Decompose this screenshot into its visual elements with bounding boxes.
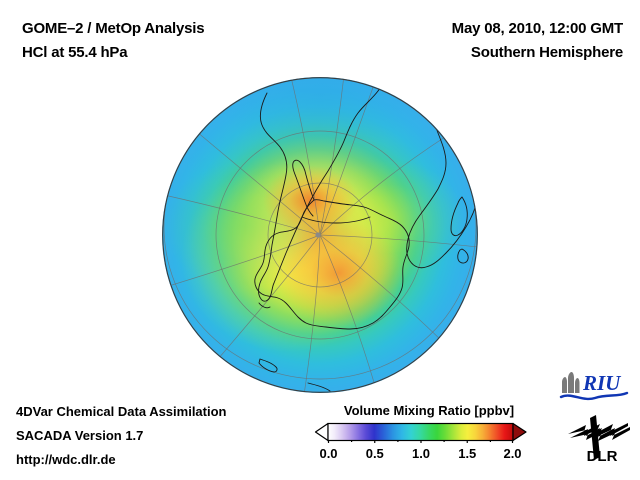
colorbar-low-arrow xyxy=(314,422,329,442)
data-center-url[interactable]: http://wdc.dlr.de xyxy=(16,452,116,467)
coastline-south-shetland xyxy=(258,358,278,373)
colorbar-high-arrow xyxy=(512,422,527,442)
dlr-logo: DLR xyxy=(568,415,630,464)
coastline-island-south xyxy=(307,382,331,392)
riu-logo: RIU xyxy=(559,371,629,401)
coastline-madagascar xyxy=(450,196,468,237)
analysis-title: GOME–2 / MetOp Analysis xyxy=(22,20,205,37)
riu-wave-icon xyxy=(559,391,629,401)
method-label: 4DVar Chemical Data Assimilation xyxy=(16,404,227,419)
globe-overlay xyxy=(162,77,478,393)
coastline-africa xyxy=(406,98,478,269)
colorbar-tick-1: 0.5 xyxy=(365,446,384,461)
globe-limb xyxy=(162,77,478,393)
coastline-island-east xyxy=(457,248,469,264)
colorbar-gradient xyxy=(327,422,514,442)
colorbar-tick-4: 2.0 xyxy=(503,446,522,461)
colorbar-ticks xyxy=(327,440,514,443)
coastline-antarctica xyxy=(254,199,410,330)
colorbar-tick-labels: 0.0 0.5 1.0 1.5 2.0 xyxy=(314,446,542,464)
version-label: SACADA Version 1.7 xyxy=(16,428,144,443)
dlr-wordmark: DLR xyxy=(587,448,618,464)
south-pole-marker xyxy=(315,232,321,238)
colorbar-tick-2: 1.0 xyxy=(411,446,431,461)
colorbar xyxy=(314,421,542,443)
coastline-antarctic-peninsula xyxy=(292,159,315,217)
hemisphere-label: Southern Hemisphere xyxy=(470,44,623,61)
riu-wordmark: RIU xyxy=(582,371,622,395)
species-altitude: HCl at 55.4 hPa xyxy=(22,44,128,61)
coastline-tierra-del-fuego xyxy=(258,302,271,309)
dlr-mark-icon xyxy=(568,415,630,460)
riu-towers-icon xyxy=(562,372,580,393)
coastline-south-america xyxy=(258,77,385,302)
colorbar-title: Volume Mixing Ratio [ppbv] xyxy=(343,403,515,418)
colorbar-tick-3: 1.5 xyxy=(458,446,477,461)
graticule-meridians xyxy=(163,77,478,393)
coastline-antarctica-inner xyxy=(301,216,371,224)
colorbar-tick-0: 0.0 xyxy=(319,446,338,461)
observation-datetime: May 08, 2010, 12:00 GMT xyxy=(451,20,624,37)
globe-map xyxy=(162,77,478,393)
